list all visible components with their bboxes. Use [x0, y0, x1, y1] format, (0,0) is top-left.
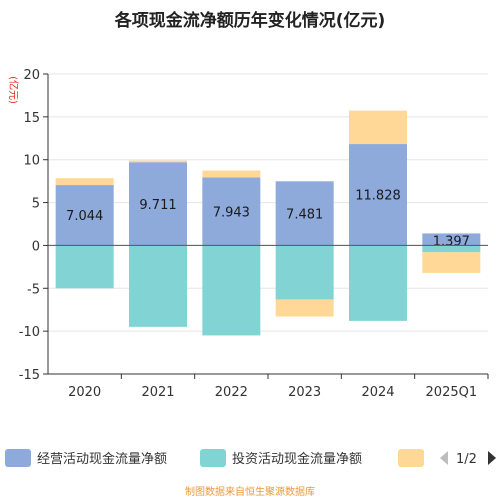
x-tick-label: 2023	[288, 385, 321, 400]
data-label: 9.711	[139, 198, 176, 213]
legend-next-icon[interactable]	[488, 451, 496, 465]
data-label: 7.044	[66, 209, 103, 224]
data-label: 1.397	[433, 234, 470, 249]
bar-segment-2021-1	[129, 162, 187, 246]
bar-segment-2020-2	[55, 245, 114, 289]
y-tick-label: 0	[32, 239, 40, 254]
bars	[55, 110, 481, 336]
bar-segment-2021-2	[129, 245, 187, 327]
data-label: 7.943	[213, 205, 250, 220]
bar-segment-2024-1	[349, 144, 407, 246]
bar-segment-2023-1	[275, 181, 334, 246]
y-tick-label: -10	[19, 325, 40, 340]
data-label: 7.481	[286, 207, 323, 222]
x-tick-label: 2021	[141, 385, 174, 400]
y-tick-label: 20	[23, 68, 40, 83]
legend-page-indicator: 1/2	[456, 452, 477, 467]
bar-segment-2025Q1-2	[422, 245, 481, 253]
bar-segment-2024-2	[349, 245, 407, 321]
bar-segment-2023-2	[275, 245, 334, 300]
x-tick-label: 2022	[215, 385, 248, 400]
data-labels: 7.044 9.711 7.943 7.481 11.828 1.397	[66, 189, 470, 250]
y-axis-label: (亿元)	[7, 76, 20, 104]
y-tick-label: 15	[23, 111, 40, 126]
y-tick-label: -5	[27, 282, 40, 297]
legend-swatch-2[interactable]	[200, 449, 226, 467]
legend-swatch-1[interactable]	[5, 449, 31, 467]
legend-prev-icon[interactable]	[440, 451, 448, 465]
bar-segment-2022-3	[202, 170, 261, 178]
bar-segment-2020-1	[55, 185, 114, 246]
legend: 经营活动现金流量净额 投资活动现金流量净额 1/2	[5, 449, 496, 467]
y-tick-label: 5	[32, 197, 40, 212]
bar-segment-2021-3	[129, 160, 187, 163]
axes: 20 15 10 5 0 -5 -10 -15 2020 2021 2022 2023 2024 2025…	[19, 68, 489, 400]
y-tick-label: -15	[19, 368, 40, 383]
bar-segment-2023-3	[275, 299, 334, 317]
y-tick-label: 10	[23, 154, 40, 169]
chart-title: 各项现金流净额历年变化情况(亿元)	[114, 10, 386, 31]
bar-segment-2025Q1-1	[422, 233, 481, 246]
bar-segment-2022-2	[202, 245, 261, 336]
data-label: 11.828	[355, 189, 401, 204]
legend-label-2[interactable]: 投资活动现金流量净额	[232, 451, 362, 467]
legend-swatch-3[interactable]	[398, 449, 424, 467]
x-tick-label: 2024	[361, 385, 394, 400]
bar-segment-2025Q1-3	[422, 252, 481, 273]
x-tick-label: 2020	[68, 385, 101, 400]
bar-segment-2020-3	[55, 178, 114, 186]
x-tick-label: 2025Q1	[426, 385, 478, 400]
bar-segment-2022-1	[202, 177, 261, 246]
source-note: 制图数据来自恒生聚源数据库	[185, 485, 315, 498]
legend-label-1[interactable]: 经营活动现金流量净额	[37, 451, 167, 467]
bar-segment-2024-3	[349, 110, 407, 145]
grid	[48, 73, 488, 375]
